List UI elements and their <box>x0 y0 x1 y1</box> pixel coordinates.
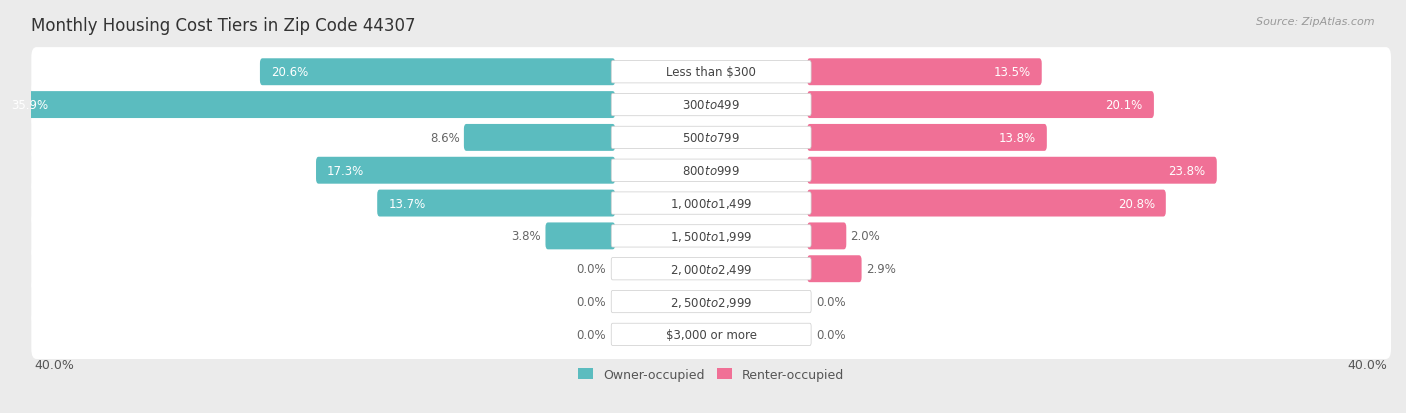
FancyBboxPatch shape <box>807 157 1216 184</box>
FancyBboxPatch shape <box>612 94 811 116</box>
FancyBboxPatch shape <box>807 256 862 282</box>
FancyBboxPatch shape <box>807 92 1154 119</box>
Legend: Owner-occupied, Renter-occupied: Owner-occupied, Renter-occupied <box>578 368 844 381</box>
Text: $300 to $499: $300 to $499 <box>682 99 740 112</box>
Text: 13.7%: 13.7% <box>388 197 426 210</box>
Text: 13.5%: 13.5% <box>994 66 1031 79</box>
Text: 0.0%: 0.0% <box>817 295 846 308</box>
Text: 23.8%: 23.8% <box>1168 164 1206 177</box>
Text: $500 to $799: $500 to $799 <box>682 132 740 145</box>
Text: $1,500 to $1,999: $1,500 to $1,999 <box>669 229 752 243</box>
FancyBboxPatch shape <box>31 277 1391 326</box>
FancyBboxPatch shape <box>377 190 616 217</box>
Text: $800 to $999: $800 to $999 <box>682 164 740 177</box>
FancyBboxPatch shape <box>807 125 1047 152</box>
FancyBboxPatch shape <box>612 160 811 182</box>
Text: 2.9%: 2.9% <box>866 263 896 275</box>
FancyBboxPatch shape <box>807 223 846 250</box>
Text: 20.8%: 20.8% <box>1118 197 1154 210</box>
Text: 0.0%: 0.0% <box>576 295 606 308</box>
Text: Source: ZipAtlas.com: Source: ZipAtlas.com <box>1257 17 1375 26</box>
FancyBboxPatch shape <box>546 223 616 250</box>
FancyBboxPatch shape <box>316 157 616 184</box>
FancyBboxPatch shape <box>31 48 1391 97</box>
FancyBboxPatch shape <box>260 59 616 86</box>
FancyBboxPatch shape <box>31 81 1391 130</box>
Text: 13.8%: 13.8% <box>998 132 1036 145</box>
Text: 0.0%: 0.0% <box>817 328 846 341</box>
Text: 40.0%: 40.0% <box>1348 358 1388 371</box>
FancyBboxPatch shape <box>807 190 1166 217</box>
Text: $2,500 to $2,999: $2,500 to $2,999 <box>669 295 752 309</box>
FancyBboxPatch shape <box>612 192 811 215</box>
FancyBboxPatch shape <box>612 291 811 313</box>
Text: 0.0%: 0.0% <box>576 263 606 275</box>
FancyBboxPatch shape <box>31 146 1391 195</box>
Text: 0.0%: 0.0% <box>576 328 606 341</box>
Text: 3.8%: 3.8% <box>512 230 541 243</box>
Text: 8.6%: 8.6% <box>430 132 460 145</box>
FancyBboxPatch shape <box>612 62 811 84</box>
FancyBboxPatch shape <box>612 258 811 280</box>
Text: 40.0%: 40.0% <box>35 358 75 371</box>
FancyBboxPatch shape <box>464 125 616 152</box>
Text: $3,000 or more: $3,000 or more <box>665 328 756 341</box>
Text: $2,000 to $2,499: $2,000 to $2,499 <box>669 262 752 276</box>
Text: 35.9%: 35.9% <box>11 99 48 112</box>
FancyBboxPatch shape <box>612 323 811 346</box>
FancyBboxPatch shape <box>807 59 1042 86</box>
Text: $1,000 to $1,499: $1,000 to $1,499 <box>669 197 752 211</box>
Text: 2.0%: 2.0% <box>851 230 880 243</box>
FancyBboxPatch shape <box>31 212 1391 261</box>
FancyBboxPatch shape <box>0 92 616 119</box>
FancyBboxPatch shape <box>31 244 1391 294</box>
FancyBboxPatch shape <box>31 114 1391 163</box>
Text: Less than $300: Less than $300 <box>666 66 756 79</box>
Text: 17.3%: 17.3% <box>328 164 364 177</box>
Text: 20.6%: 20.6% <box>271 66 308 79</box>
FancyBboxPatch shape <box>612 127 811 149</box>
Text: Monthly Housing Cost Tiers in Zip Code 44307: Monthly Housing Cost Tiers in Zip Code 4… <box>31 17 415 34</box>
FancyBboxPatch shape <box>31 179 1391 228</box>
Text: 20.1%: 20.1% <box>1105 99 1143 112</box>
FancyBboxPatch shape <box>31 310 1391 359</box>
FancyBboxPatch shape <box>612 225 811 247</box>
